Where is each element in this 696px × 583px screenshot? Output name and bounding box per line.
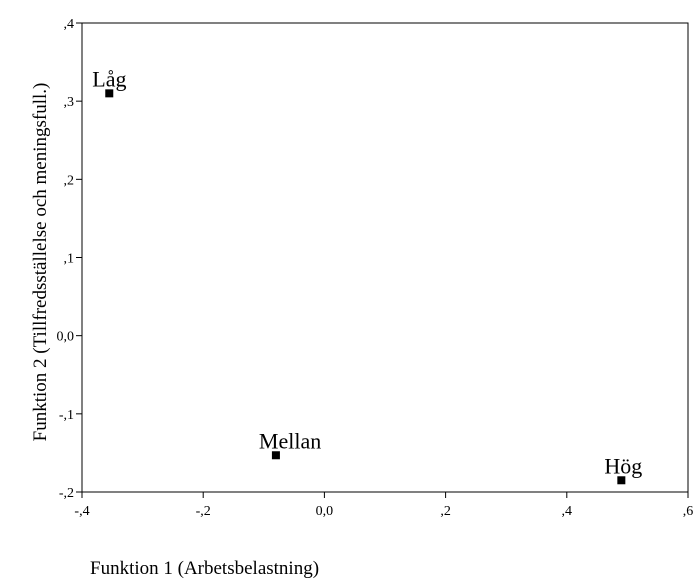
x-tick-label: 0,0 bbox=[316, 504, 334, 519]
y-tick-label: -,2 bbox=[59, 486, 74, 501]
y-tick-label: ,3 bbox=[64, 95, 75, 110]
y-tick-label: ,2 bbox=[64, 173, 75, 188]
data-point-label: Mellan bbox=[259, 428, 321, 453]
y-tick-label: -,1 bbox=[59, 408, 74, 423]
data-point-label: Låg bbox=[92, 66, 126, 91]
x-axis: -,4 -,2 0,0 ,2 ,4 ,6 bbox=[74, 492, 693, 519]
y-tick-label: ,4 bbox=[64, 17, 75, 32]
x-tick-label: ,2 bbox=[440, 504, 451, 519]
y-axis: -,2 -,1 0,0 ,1 ,2 ,3 ,4 bbox=[57, 17, 83, 501]
x-axis-title: Funktion 1 (Arbetsbelastning) bbox=[90, 558, 319, 579]
x-tick-label: ,4 bbox=[562, 504, 573, 519]
plot-frame bbox=[82, 23, 688, 492]
x-tick-label: ,6 bbox=[683, 504, 694, 519]
data-points: Låg Mellan Hög bbox=[92, 66, 642, 484]
plot-frame-border bbox=[82, 23, 688, 492]
x-tick-label: -,4 bbox=[74, 504, 89, 519]
data-point-label: Hög bbox=[604, 453, 642, 478]
y-tick-label: ,1 bbox=[64, 252, 75, 267]
y-axis-title: Funktion 2 (Tillfredsställelse och menin… bbox=[30, 83, 51, 442]
y-tick-label: 0,0 bbox=[57, 330, 75, 345]
x-tick-label: -,2 bbox=[196, 504, 211, 519]
